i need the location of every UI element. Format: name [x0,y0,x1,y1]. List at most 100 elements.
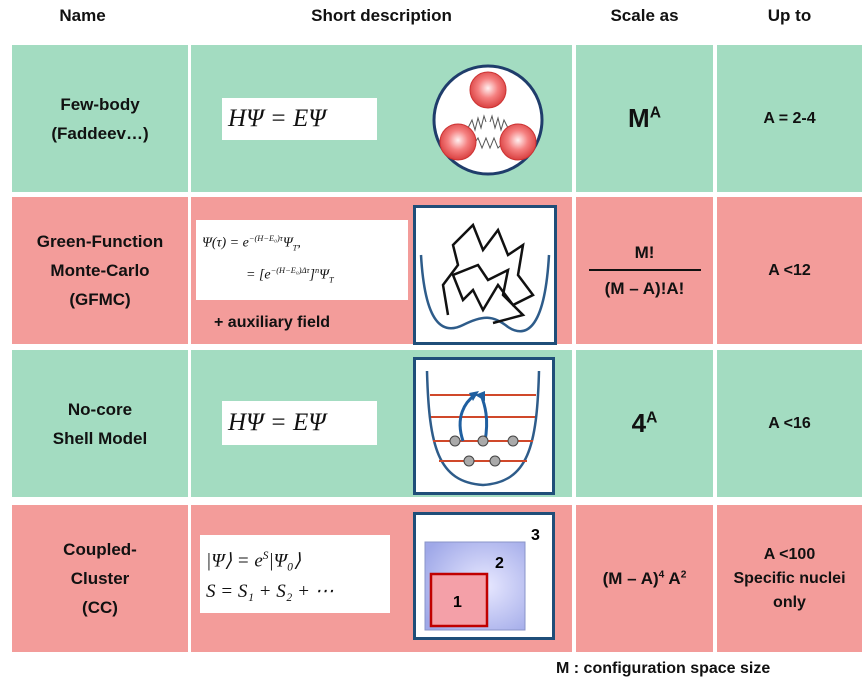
spring [467,114,487,132]
name-line: Green-Function [36,232,164,251]
formula-part: HΨ = EΨ [228,105,326,132]
upto-line: only [773,593,806,611]
name-line: Coupled- [63,540,137,559]
walk-path [441,222,535,325]
formula-line: HΨ = EΨ [228,99,377,139]
upto-cell: A = 2-4 [717,45,862,192]
particle [463,455,475,467]
shell-model-illustration [413,357,555,495]
upto-line: A <12 [768,261,811,279]
formula-part: |Ψ⟩ = e [206,550,263,572]
formula-part: (M – A) [602,568,659,588]
three-body-illustration [432,64,544,176]
particle [449,435,461,447]
column-header: Up to [767,6,812,25]
nucleon [439,123,477,161]
name-line: No-core [67,399,133,419]
formula-part: M [628,103,650,133]
fraction-numerator: M! [588,243,701,271]
column-header: Scale as [610,6,679,25]
formula-part: HΨ = EΨ [228,409,326,436]
upto-cell: A <12 [717,197,862,344]
formula-part: 2 [680,568,687,580]
spring [473,136,503,150]
space-1 [429,572,489,628]
arrow-head [475,391,485,401]
frame [413,357,555,495]
name-cell: Few-body (Faddeev…) [12,45,188,192]
formula-part: , [297,235,301,251]
arrow-head [469,391,479,401]
formula-part: S = S₁ + S₂ + ⋯ [206,580,334,602]
name-cell: Green-Function Monte-Carlo (GFMC) [12,197,188,344]
formula-box: HΨ = EΨ [222,98,377,140]
formula-line: = [e−(H−E₀)Δτ]nΨT [202,260,408,292]
formula-part: ] [309,267,315,283]
formula-part: A [649,104,661,122]
formula-part: T [328,275,334,285]
name-line: Few-body [60,94,140,114]
upto-line: A <100 [763,545,816,563]
formula-part: = [e [246,267,271,283]
scale-cell: 4A [576,350,713,497]
name-line: Shell Model [52,428,148,448]
formula-line: S = S₁ + S₂ + ⋯ [206,577,390,607]
potential-well [419,254,551,333]
scale-cell: M! (M – A)!A! [576,197,713,344]
label: 3 [531,527,540,544]
label: 2 [495,555,504,572]
note: + auxiliary field [214,314,331,331]
upto-line: Specific nuclei [733,569,846,587]
name-line: (Faddeev…) [51,123,149,143]
footer-note: M : configuration space size [556,660,771,677]
upto-line: A = 2-4 [763,109,816,127]
name-cell: No-core Shell Model [12,350,188,497]
label: 1 [453,594,462,611]
formula-box: |Ψ⟩ = eS|Ψ₀⟩ S = S₁ + S₂ + ⋯ [200,535,390,613]
cluster-illustration: 3 2 1 [413,512,555,640]
formula-part: 4 [658,568,665,580]
particle [507,435,519,447]
formula-part: −(H−E₀)τ [248,234,283,244]
nucleon [469,71,507,109]
formula-line: HΨ = EΨ [228,403,377,443]
random-walk-illustration [413,205,557,345]
name-line: Cluster [70,569,130,588]
formula-part: |Ψ₀⟩ [268,550,302,572]
column-header: Short description [311,6,452,25]
name-line: (GFMC) [69,290,131,309]
name-cell: Coupled- Cluster (CC) [12,505,188,652]
upto-cell: A <100 Specific nuclei only [717,505,862,652]
formula-part: T [292,243,298,253]
formula-part: 4 [631,408,647,438]
name-line: (CC) [82,598,118,617]
scale-formula: 4A [632,408,658,439]
upto-line: A <16 [768,414,811,432]
scale-formula: (M – A)4 A2 [603,569,687,589]
formula-line: |Ψ⟩ = eS|Ψ₀⟩ [206,541,390,577]
particle [477,435,489,447]
particle [489,455,501,467]
scale-formula: MA [628,103,661,134]
formula-box: Ψ(τ) = e−(H−E₀)τΨT, = [e−(H−E₀)Δτ]nΨT [196,220,408,300]
formula-part: S [262,549,269,562]
potential-well [425,370,541,487]
scale-cell: MA [576,45,713,192]
formula-line: Ψ(τ) = e−(H−E₀)τΨT, [202,228,408,260]
formula-part: A [664,568,681,588]
formula-box: HΨ = EΨ [222,401,377,445]
formula-part: n [314,266,320,275]
formula-part: −(H−E₀)Δτ [270,266,310,275]
name-line: Monte-Carlo [50,261,150,280]
scale-cell: (M – A)4 A2 [576,505,713,652]
spring [489,114,509,132]
column-header: Name [59,6,106,25]
upto-cell: A <16 [717,350,862,497]
formula-part: A [646,409,658,427]
fraction-denominator: (M – A)!A! [604,278,685,298]
formula-part: Ψ [319,267,329,283]
formula-part: Ψ(τ) = e [202,235,249,251]
formula-part: Ψ [282,235,293,251]
nucleon [499,123,537,161]
